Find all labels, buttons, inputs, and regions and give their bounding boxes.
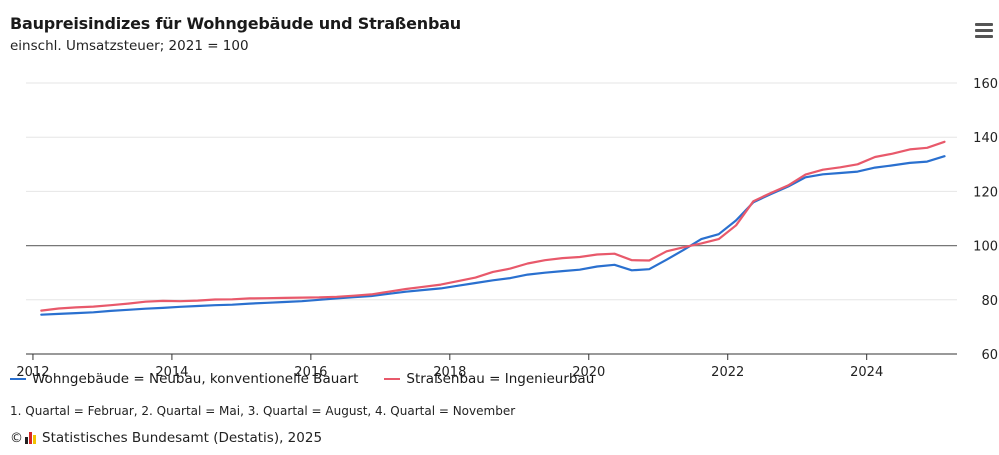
y-tick-label-100: 100 [973,240,998,255]
legend-line-wohngebaeude [10,378,26,380]
series-line-wohngebaeude [40,155,946,316]
y-tick-label-120: 120 [973,185,998,200]
legend-label-wohngebaeude: Wohngebäude = Neubau, konventionelle Bau… [32,371,359,387]
destatis-logo-icon [25,432,37,444]
legend-label-strassenbau: Straßenbau = Ingenieurbau [406,371,595,387]
chart-subtitle: einschl. Umsatzsteuer; 2021 = 100 [10,38,249,54]
x-tick-label-2022: 2022 [711,365,744,380]
x-tick-label-2024: 2024 [850,365,883,380]
line-chart: 2012 2014 2016 2018 2020 2022 2024 60 80 100 120 14… [16,77,998,380]
x-tick-label-2014: 2014 [155,365,188,380]
credits-text: Statistisches Bundesamt (Destatis), 2025 [42,430,323,446]
copyright-symbol: © [10,430,23,446]
chart-legend: Wohngebäude = Neubau, konventionelle Bau… [10,371,620,387]
quarter-footnote: 1. Quartal = Februar, 2. Quartal = Mai, … [10,404,516,418]
chart-title: Baupreisindizes für Wohngebäude und Stra… [10,14,461,33]
legend-item-wohngebaeude[interactable]: Wohngebäude = Neubau, konventionelle Bau… [10,371,358,387]
x-tick-label-2020: 2020 [572,365,605,380]
x-tick-label-2018: 2018 [433,365,466,380]
x-tick-label-2016: 2016 [294,365,327,380]
source-credits[interactable]: © Statistisches Bundesamt (Destatis), 20… [10,430,322,446]
x-tick-label-2012: 2012 [16,365,49,380]
y-tick-label-140: 140 [973,131,998,146]
legend-item-strassenbau[interactable]: Straßenbau = Ingenieurbau [384,371,594,387]
series-line-strassenbau [40,140,946,312]
hamburger-menu-icon[interactable] [975,23,993,39]
legend-line-strassenbau [384,378,401,380]
y-tick-label-80: 80 [981,294,998,309]
y-tick-label-160: 160 [973,77,998,92]
y-tick-label-60: 60 [981,348,998,363]
